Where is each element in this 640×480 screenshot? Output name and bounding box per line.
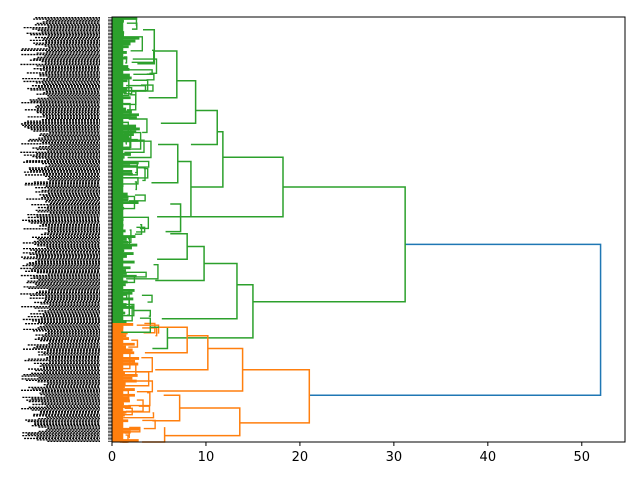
dendrogram-link <box>157 160 192 218</box>
leaf-merge <box>112 36 140 40</box>
dendrogram-link <box>180 156 284 218</box>
intermediate-merge <box>117 69 153 76</box>
orange-leaf-band <box>112 323 124 442</box>
intermediate-merge <box>119 195 136 210</box>
intermediate-merge <box>126 22 138 30</box>
dendrogram-link <box>157 347 244 392</box>
dendrogram-link <box>157 233 188 260</box>
dendrogram-link <box>190 131 224 188</box>
intermediate-merge <box>119 140 152 159</box>
leaf-merge <box>112 374 138 377</box>
x-tick-label: 40 <box>480 450 497 465</box>
dendrogram-link <box>309 243 602 396</box>
intermediate-merge <box>131 380 154 393</box>
dendrogram-link <box>155 335 209 371</box>
leaf-merge <box>112 235 136 238</box>
x-tick-label: 0 <box>108 450 116 465</box>
intermediate-merge <box>123 412 155 419</box>
intermediate-merge <box>141 294 153 303</box>
intermediate-merge <box>120 356 153 373</box>
intermediate-merge <box>126 263 159 280</box>
intermediate-merge <box>136 226 146 233</box>
leaf-merge <box>112 39 136 43</box>
intermediate-merge <box>117 389 130 401</box>
x-tick-label: 20 <box>292 450 309 465</box>
intermediate-merge <box>132 58 158 74</box>
dendrogram-link <box>252 186 406 303</box>
dendrogram-link <box>164 407 241 437</box>
leaf-merge <box>112 124 137 128</box>
intermediate-merge <box>124 139 145 154</box>
intermediate-merge <box>124 229 132 244</box>
leaf-merge <box>112 427 140 431</box>
intermediate-merge <box>131 362 137 376</box>
intermediate-merge <box>128 391 151 407</box>
intermediate-merge <box>123 167 149 179</box>
dendrogram-link <box>167 284 254 339</box>
intermediate-merge <box>131 49 155 63</box>
leaf-merge <box>112 127 140 131</box>
green-leaf-band <box>112 17 124 323</box>
dendrogram-link <box>190 109 218 146</box>
intermediate-merge <box>128 339 139 348</box>
intermediate-merge <box>120 131 142 150</box>
intermediate-merge <box>124 56 128 64</box>
leaf-merge <box>112 362 139 366</box>
intermediate-merge <box>124 289 130 308</box>
leaf-merge <box>112 201 139 204</box>
dendrogram-link <box>142 427 166 443</box>
intermediate-merge <box>122 36 144 52</box>
intermediate-merge <box>133 309 152 317</box>
x-tick-label: 50 <box>574 450 591 465</box>
intermediate-merge <box>128 194 146 202</box>
dendrogram-link <box>165 203 182 233</box>
dendrogram-link <box>152 394 181 422</box>
intermediate-merge <box>119 237 131 247</box>
cluster-links <box>137 29 602 443</box>
intermediate-merge <box>142 327 158 337</box>
intermediate-merge <box>117 78 130 97</box>
intermediate-merge <box>126 94 137 111</box>
leaf-ticks <box>108 17 112 442</box>
leaf-merge <box>112 357 140 360</box>
x-axis: 0 10 20 30 40 50 <box>108 442 590 465</box>
intermediate-merge <box>122 426 141 433</box>
intermediate-merge <box>134 181 138 191</box>
intermediate-merge <box>136 324 160 334</box>
intermediate-merge <box>137 167 146 182</box>
leaf-merge <box>112 116 137 119</box>
intermediate-merge <box>119 216 150 230</box>
intermediate-merge <box>128 118 148 134</box>
small-merges <box>112 17 160 443</box>
dendrogram-link <box>148 50 178 99</box>
leaf-labels <box>20 17 100 442</box>
dendrogram-link <box>155 245 205 282</box>
intermediate-merge <box>118 160 150 168</box>
dendrogram-link <box>150 326 169 350</box>
intermediate-merge <box>120 271 147 278</box>
dendrogram-link <box>137 29 156 65</box>
plot-frame <box>111 16 626 443</box>
dendrogram-link <box>161 262 238 320</box>
intermediate-merge <box>122 350 131 370</box>
intermediate-merge <box>134 224 143 235</box>
intermediate-merge <box>133 17 138 27</box>
dendrogram-link <box>144 326 188 354</box>
intermediate-merge <box>122 79 149 92</box>
x-tick-label: 30 <box>386 450 403 465</box>
dendrogram-link <box>239 369 311 424</box>
dendrogram-link <box>151 143 179 184</box>
intermediate-merge <box>121 177 139 185</box>
intermediate-merge <box>127 165 138 174</box>
intermediate-merge <box>124 432 130 439</box>
leaf-merge <box>112 161 139 165</box>
dendrogram-link <box>160 80 197 124</box>
x-tick-label: 10 <box>198 450 215 465</box>
intermediate-merge <box>142 419 156 430</box>
